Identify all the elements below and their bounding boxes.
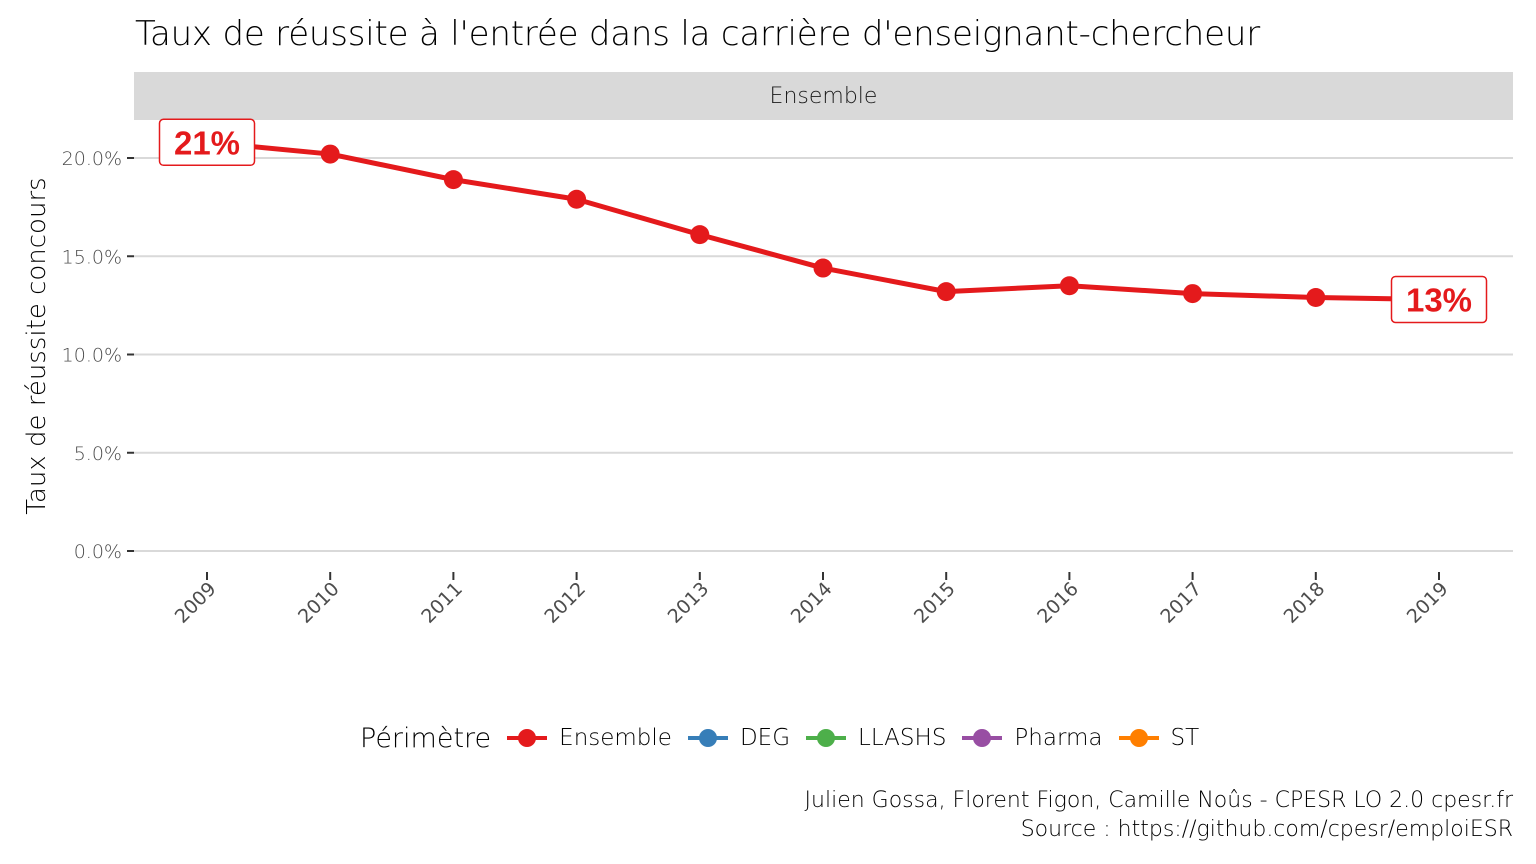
legend-dot — [698, 729, 717, 747]
annotation-box — [158, 118, 256, 167]
x-tick-label: 2018 — [1280, 578, 1330, 628]
annotation-label: 13% — [1406, 281, 1472, 318]
data-point — [1059, 276, 1079, 296]
y-tick-label: 5.0% — [74, 443, 122, 465]
legend-item-llashs: LLASHS — [804, 716, 946, 760]
x-tick-label: 2019 — [1403, 578, 1453, 628]
legend-key-pharma — [960, 716, 1004, 760]
legend-dot — [817, 729, 836, 747]
annotation-label: 21% — [174, 124, 240, 161]
legend-title: Périmètre — [360, 722, 492, 754]
data-point — [1183, 284, 1203, 304]
data-point — [690, 225, 710, 245]
legend-item-pharma: Pharma — [960, 716, 1103, 760]
legend-key-deg — [686, 716, 730, 760]
legend-dot — [518, 729, 537, 747]
facet-label: Ensemble — [769, 83, 878, 109]
legend-key-llashs — [804, 716, 848, 760]
legend-label-deg: DEG — [739, 725, 791, 751]
legend-item-ensemble: Ensemble — [505, 716, 672, 760]
y-tick-label: 20.0% — [62, 148, 122, 170]
legend-item-st: ST — [1117, 716, 1200, 760]
legend-label-pharma: Pharma — [1014, 725, 1103, 751]
legend: Périmètre Ensemble DEG LLASHS Pharma ST — [360, 716, 1213, 760]
facet-strip: Ensemble — [134, 72, 1513, 120]
data-point — [936, 282, 956, 302]
data-point — [443, 170, 463, 190]
x-tick-label: 2012 — [540, 578, 590, 628]
x-tick-label: 2014 — [787, 578, 837, 628]
legend-dot — [1129, 729, 1148, 747]
x-tick-label: 2009 — [171, 578, 221, 628]
x-tick-label: 2015 — [910, 578, 960, 628]
x-tick-label: 2011 — [417, 578, 467, 628]
data-point — [813, 258, 833, 278]
data-point — [1306, 288, 1326, 308]
data-point — [320, 144, 340, 164]
y-tick-label: 10.0% — [62, 345, 122, 367]
data-point — [567, 189, 587, 209]
x-tick-label: 2017 — [1156, 578, 1206, 628]
x-tick-label: 2013 — [664, 578, 714, 628]
caption: Julien Gossa, Florent Figon, Camille Noû… — [805, 786, 1513, 844]
annotation-box — [1390, 275, 1488, 324]
caption-source: Source : https://github.com/cpesr/emploi… — [1020, 817, 1513, 842]
y-tick-label: 15.0% — [62, 246, 122, 268]
x-tick-label: 2010 — [294, 578, 344, 628]
legend-label-llashs: LLASHS — [858, 725, 947, 751]
chart-title: Taux de réussite à l'entrée dans la carr… — [135, 14, 1260, 54]
legend-item-deg: DEG — [686, 716, 790, 760]
caption-authors: Julien Gossa, Florent Figon, Camille Noû… — [804, 788, 1513, 813]
legend-key-st — [1117, 716, 1161, 760]
x-tick-label: 2016 — [1033, 578, 1083, 628]
legend-dot — [973, 729, 992, 747]
legend-key-ensemble — [505, 716, 549, 760]
y-tick-label: 0.0% — [74, 541, 122, 563]
legend-label-st: ST — [1170, 725, 1200, 751]
legend-label-ensemble: Ensemble — [559, 725, 672, 751]
